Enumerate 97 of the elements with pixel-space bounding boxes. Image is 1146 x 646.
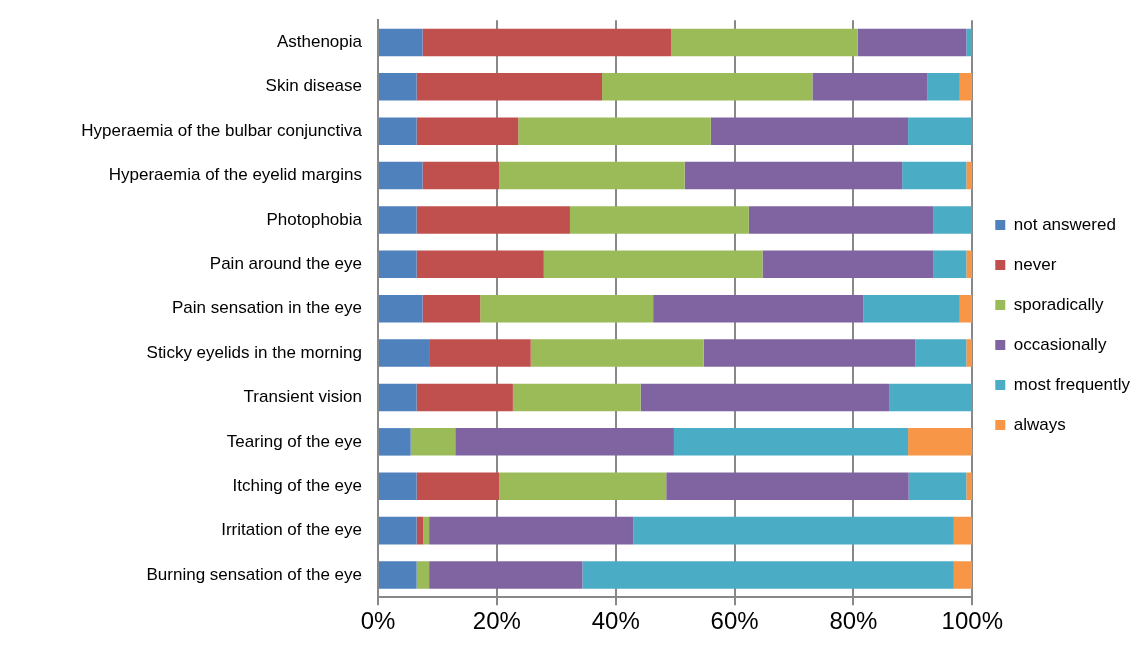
bar [379,428,411,456]
y-tick-label: Pain around the eye [209,254,362,273]
legend-label: not answered [1013,214,1116,234]
bar [379,339,430,367]
bar [966,339,973,367]
bar [379,28,423,57]
bar [673,428,909,456]
bar [582,561,954,589]
bar [953,561,973,589]
bar [379,383,417,412]
x-tick-label: 40% [591,607,640,635]
bar [422,294,481,323]
bar [416,383,513,412]
legend-label: always [1013,414,1066,434]
y-tick-label: Pain sensation in the eye [172,298,362,318]
bar [416,472,500,500]
bar [410,428,456,456]
bar [966,472,973,500]
y-tick-label: Asthenopia [276,32,363,52]
y-tick-label: Itching of the eye [232,475,362,495]
bar [543,250,763,279]
bar [966,250,973,279]
bar [379,161,423,190]
bar [902,161,967,190]
bar [379,206,417,234]
bar [908,117,973,145]
bar [966,28,973,57]
bar [422,28,671,57]
bar [379,73,417,101]
bar [908,472,967,500]
bar [933,250,967,279]
bar [530,339,704,367]
bar [379,117,417,145]
bar [927,73,960,101]
bar [416,206,570,234]
y-tick-label: Hyperaemia of the bulbar conjunctiva [81,120,363,140]
bar [416,561,430,589]
bar [429,516,634,545]
bar [748,206,934,234]
bar [666,472,909,500]
legend-label: never [1013,254,1057,274]
bar [908,428,973,456]
bar [710,117,909,145]
bar [857,28,967,57]
x-tick-label: 80% [829,607,878,635]
bar [416,73,603,101]
bar [512,383,641,412]
bar [653,294,864,323]
bar [762,250,934,279]
bar [933,206,973,234]
bar [812,73,928,101]
bar [602,73,813,101]
y-tick-label: Tearing of the eye [226,431,362,451]
bar [889,383,973,412]
y-tick-label: Photophobia [266,209,363,229]
legend-label: sporadically [1013,294,1105,314]
bar [416,117,519,145]
bar [379,561,417,589]
bar [959,73,973,101]
bar [429,339,531,367]
x-tick-label: 60% [710,607,759,635]
legend-label: most frequently [1013,374,1131,394]
bar [379,294,423,323]
bar [966,161,973,190]
bar [863,294,960,323]
bar [633,516,954,545]
y-tick-label: Irritation of the eye [221,520,362,540]
bar [703,339,916,367]
bar [953,516,973,545]
bar [569,206,749,234]
bar [670,28,858,57]
bar [379,472,417,500]
bar [499,161,685,190]
y-tick-label: Burning sensation of the eye [146,564,362,584]
y-tick-label: Transient vision [243,387,362,407]
bar [423,516,430,545]
bar [499,472,667,500]
bar [416,516,424,545]
bar [416,250,544,279]
x-tick-label: 0% [360,607,396,635]
bar [915,339,967,367]
bar [455,428,674,456]
bar [684,161,903,190]
bar [518,117,711,145]
bar [480,294,654,323]
y-tick-label: Hyperaemia of the eyelid margins [108,165,362,185]
legend-label: occasionally [1013,334,1107,354]
bar [422,161,500,190]
bar [959,294,973,323]
y-tick-label: Skin disease [265,76,362,96]
y-tick-label: Sticky eyelids in the morning [146,342,362,362]
bar [379,250,417,279]
x-tick-label: 20% [472,607,521,635]
bar [429,561,583,589]
bar [640,383,890,412]
bar [379,516,417,545]
x-tick-label: 100% [941,607,1003,635]
